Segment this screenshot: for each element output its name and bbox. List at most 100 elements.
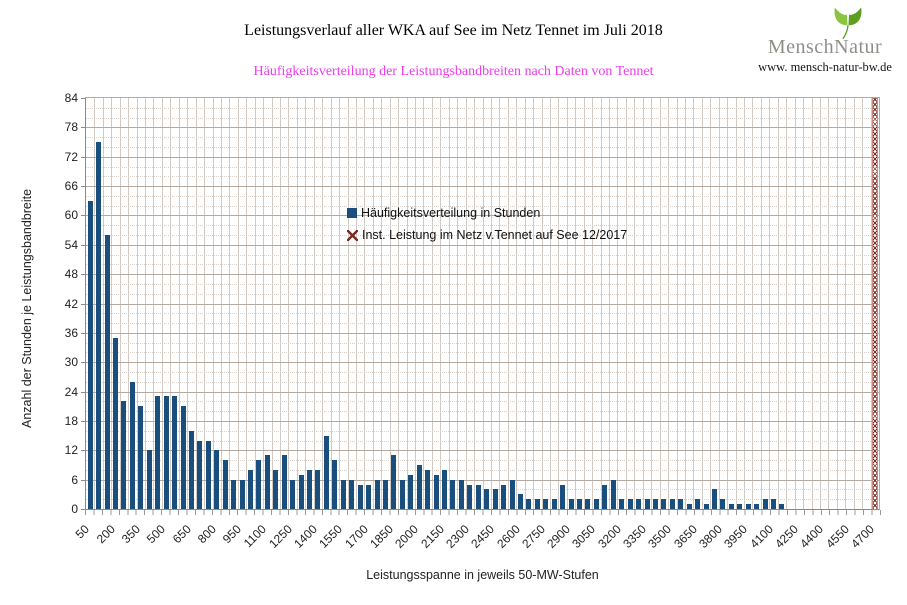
frequency-bar xyxy=(686,504,692,509)
y-tick-mark xyxy=(81,479,85,481)
minor-gridline xyxy=(86,283,879,285)
frequency-bar xyxy=(669,499,675,509)
frequency-bar xyxy=(652,499,658,509)
minor-gridline xyxy=(86,323,879,325)
frequency-bar xyxy=(577,499,583,509)
y-tick-label: 24 xyxy=(64,384,78,399)
major-gridline xyxy=(86,420,879,422)
frequency-bar xyxy=(248,469,253,509)
frequency-bar xyxy=(129,381,135,509)
frequency-bar xyxy=(87,200,93,509)
y-tick-mark xyxy=(81,244,85,246)
y-tick-mark xyxy=(81,362,85,364)
y-tick-label: 18 xyxy=(64,413,78,428)
frequency-bar xyxy=(205,440,211,509)
minor-gridline xyxy=(86,146,879,148)
frequency-bar xyxy=(155,396,161,509)
minor-gridline xyxy=(86,293,879,295)
y-tick-label: 6 xyxy=(71,472,78,487)
frequency-bar xyxy=(408,474,414,509)
frequency-bar xyxy=(366,484,372,509)
frequency-bar xyxy=(374,479,380,509)
frequency-bar xyxy=(382,479,388,509)
y-tick-mark xyxy=(81,303,85,305)
logo: MenschNatur www. mensch-natur-bw.de xyxy=(749,2,901,75)
plot-area xyxy=(85,97,880,510)
y-tick-label: 66 xyxy=(64,179,78,194)
legend-item-installed-capacity: Inst. Leistung im Netz v.Tennet auf See … xyxy=(347,224,627,246)
frequency-bar xyxy=(264,455,270,509)
major-gridline xyxy=(86,274,879,276)
minor-gridline xyxy=(86,225,879,227)
frequency-bar xyxy=(728,504,734,509)
minor-gridline xyxy=(86,137,879,139)
major-gridline xyxy=(86,215,879,217)
y-axis-title: Anzahl der Stunden je Leistungsbandbreit… xyxy=(20,188,34,428)
y-tick-mark xyxy=(81,215,85,217)
legend-item-hours: Häufigkeitsverteilung in Stunden xyxy=(347,202,627,224)
frequency-bar xyxy=(104,235,110,509)
minor-gridline xyxy=(86,176,879,178)
minor-gridline xyxy=(86,205,879,207)
minor-gridline xyxy=(86,372,879,373)
major-gridline xyxy=(86,332,879,334)
frequency-bar xyxy=(593,499,599,509)
frequency-bar xyxy=(231,479,237,509)
y-tick-label: 84 xyxy=(64,91,78,105)
minor-gridline xyxy=(86,254,879,256)
logo-url-text: www. mensch-natur-bw.de xyxy=(758,60,892,74)
minor-gridline xyxy=(86,264,879,266)
frequency-bar xyxy=(517,494,523,509)
y-tick-mark xyxy=(81,186,85,188)
frequency-bar xyxy=(180,406,186,509)
frequency-bar xyxy=(602,484,608,509)
frequency-bar xyxy=(239,479,245,509)
minor-gridline xyxy=(86,235,879,236)
frequency-bar xyxy=(425,469,431,509)
frequency-bar xyxy=(138,406,144,509)
legend: Häufigkeitsverteilung in Stunden Inst. L… xyxy=(347,202,627,246)
y-tick-label: 36 xyxy=(64,325,78,340)
frequency-bar xyxy=(113,337,119,509)
frequency-bar xyxy=(222,460,228,509)
frequency-bar xyxy=(281,455,287,509)
frequency-bar xyxy=(737,504,743,509)
chart-title: Leistungsverlauf aller WKA auf See im Ne… xyxy=(244,22,663,39)
major-gridline xyxy=(86,186,879,188)
y-tick-label: 30 xyxy=(64,355,78,370)
frequency-bar xyxy=(214,450,220,509)
ginkgo-leaf-icon xyxy=(834,7,862,40)
y-tick-label: 60 xyxy=(64,208,78,223)
frequency-bar xyxy=(661,499,667,509)
y-tick-mark xyxy=(81,450,85,452)
frequency-bar xyxy=(703,504,709,509)
installed-capacity-marker xyxy=(871,98,878,509)
frequency-bar xyxy=(771,499,777,509)
frequency-bar xyxy=(475,484,481,509)
major-gridline xyxy=(86,391,879,393)
y-tick-mark xyxy=(81,509,85,510)
major-gridline xyxy=(86,244,879,246)
y-tick-label: 72 xyxy=(64,149,78,164)
frequency-bar xyxy=(146,450,152,509)
minor-gridline xyxy=(86,352,879,354)
legend-label-installed-capacity: Inst. Leistung im Netz v.Tennet auf See … xyxy=(362,228,628,242)
frequency-bar xyxy=(340,479,346,509)
major-gridline xyxy=(86,127,879,129)
frequency-bar xyxy=(534,499,540,509)
frequency-bar xyxy=(121,401,127,509)
minor-gridline xyxy=(86,195,879,197)
y-tick-mark xyxy=(81,127,85,129)
frequency-bar xyxy=(526,499,532,509)
frequency-bar xyxy=(509,479,515,509)
frequency-bar xyxy=(197,440,203,509)
frequency-bar xyxy=(711,489,717,509)
minor-gridline xyxy=(86,342,879,344)
frequency-bar xyxy=(754,504,760,509)
y-tick-label: 0 xyxy=(71,502,78,516)
major-gridline xyxy=(86,479,879,481)
frequency-bar xyxy=(568,499,574,509)
y-tick-label: 54 xyxy=(64,237,78,252)
y-tick-mark xyxy=(81,391,85,393)
